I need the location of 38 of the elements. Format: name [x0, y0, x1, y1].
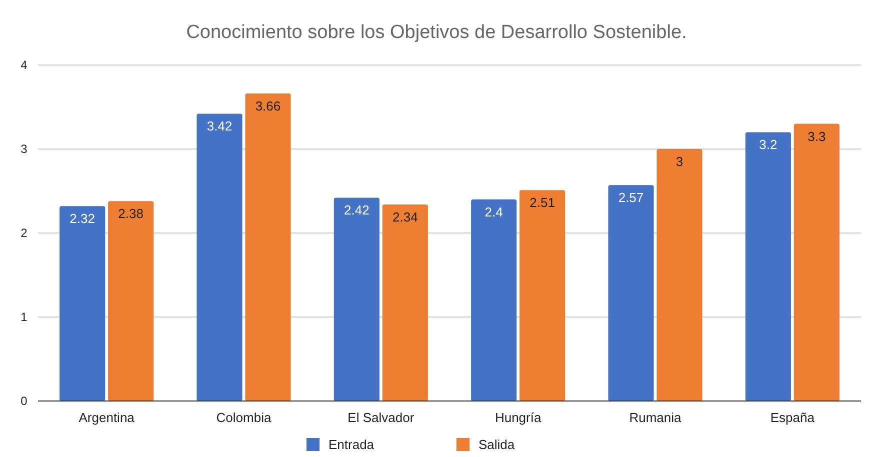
- bar: [745, 132, 791, 401]
- x-tick-label: Colombia: [216, 410, 272, 425]
- data-label: 3: [676, 154, 684, 169]
- x-tick-label: El Salvador: [348, 410, 415, 425]
- data-label: 3.3: [808, 128, 826, 144]
- data-label: 2.38: [118, 206, 144, 222]
- bar: [334, 198, 380, 401]
- y-tick-label: 2: [20, 226, 28, 240]
- legend-label: Entrada: [328, 437, 375, 452]
- y-tick-label: 4: [20, 58, 28, 72]
- data-label: 2.34: [392, 209, 418, 224]
- data-label: 3.66: [255, 98, 281, 114]
- data-label: 2.57: [618, 190, 644, 206]
- bar: [382, 204, 428, 401]
- data-label: 2.4: [484, 204, 503, 220]
- x-tick-label: Argentina: [78, 410, 136, 425]
- bar: [608, 185, 654, 401]
- bar: [196, 114, 242, 401]
- bar: [60, 206, 106, 401]
- y-tick-label: 3: [20, 142, 28, 156]
- bar: [656, 149, 702, 401]
- data-label: 3.42: [206, 118, 232, 134]
- chart-title: Conocimiento sobre los Objetivos de Desarrollo Sostenible.: [186, 22, 687, 43]
- data-label: 2.51: [530, 195, 555, 210]
- bar: [471, 199, 517, 401]
- bar: [794, 124, 840, 401]
- x-tick-label: Rumania: [629, 410, 682, 425]
- y-tick-label: 1: [20, 310, 28, 324]
- data-label: 2.32: [70, 211, 95, 226]
- x-tick-label: España: [770, 410, 816, 425]
- x-tick-label: Hungría: [494, 410, 542, 425]
- data-label: 3.2: [759, 137, 778, 152]
- bar: [520, 190, 566, 401]
- y-tick-label: 0: [20, 394, 28, 408]
- bar: [108, 201, 154, 401]
- legend-label: Salida: [478, 437, 516, 452]
- bar: [245, 94, 291, 401]
- data-label: 2.42: [344, 202, 370, 218]
